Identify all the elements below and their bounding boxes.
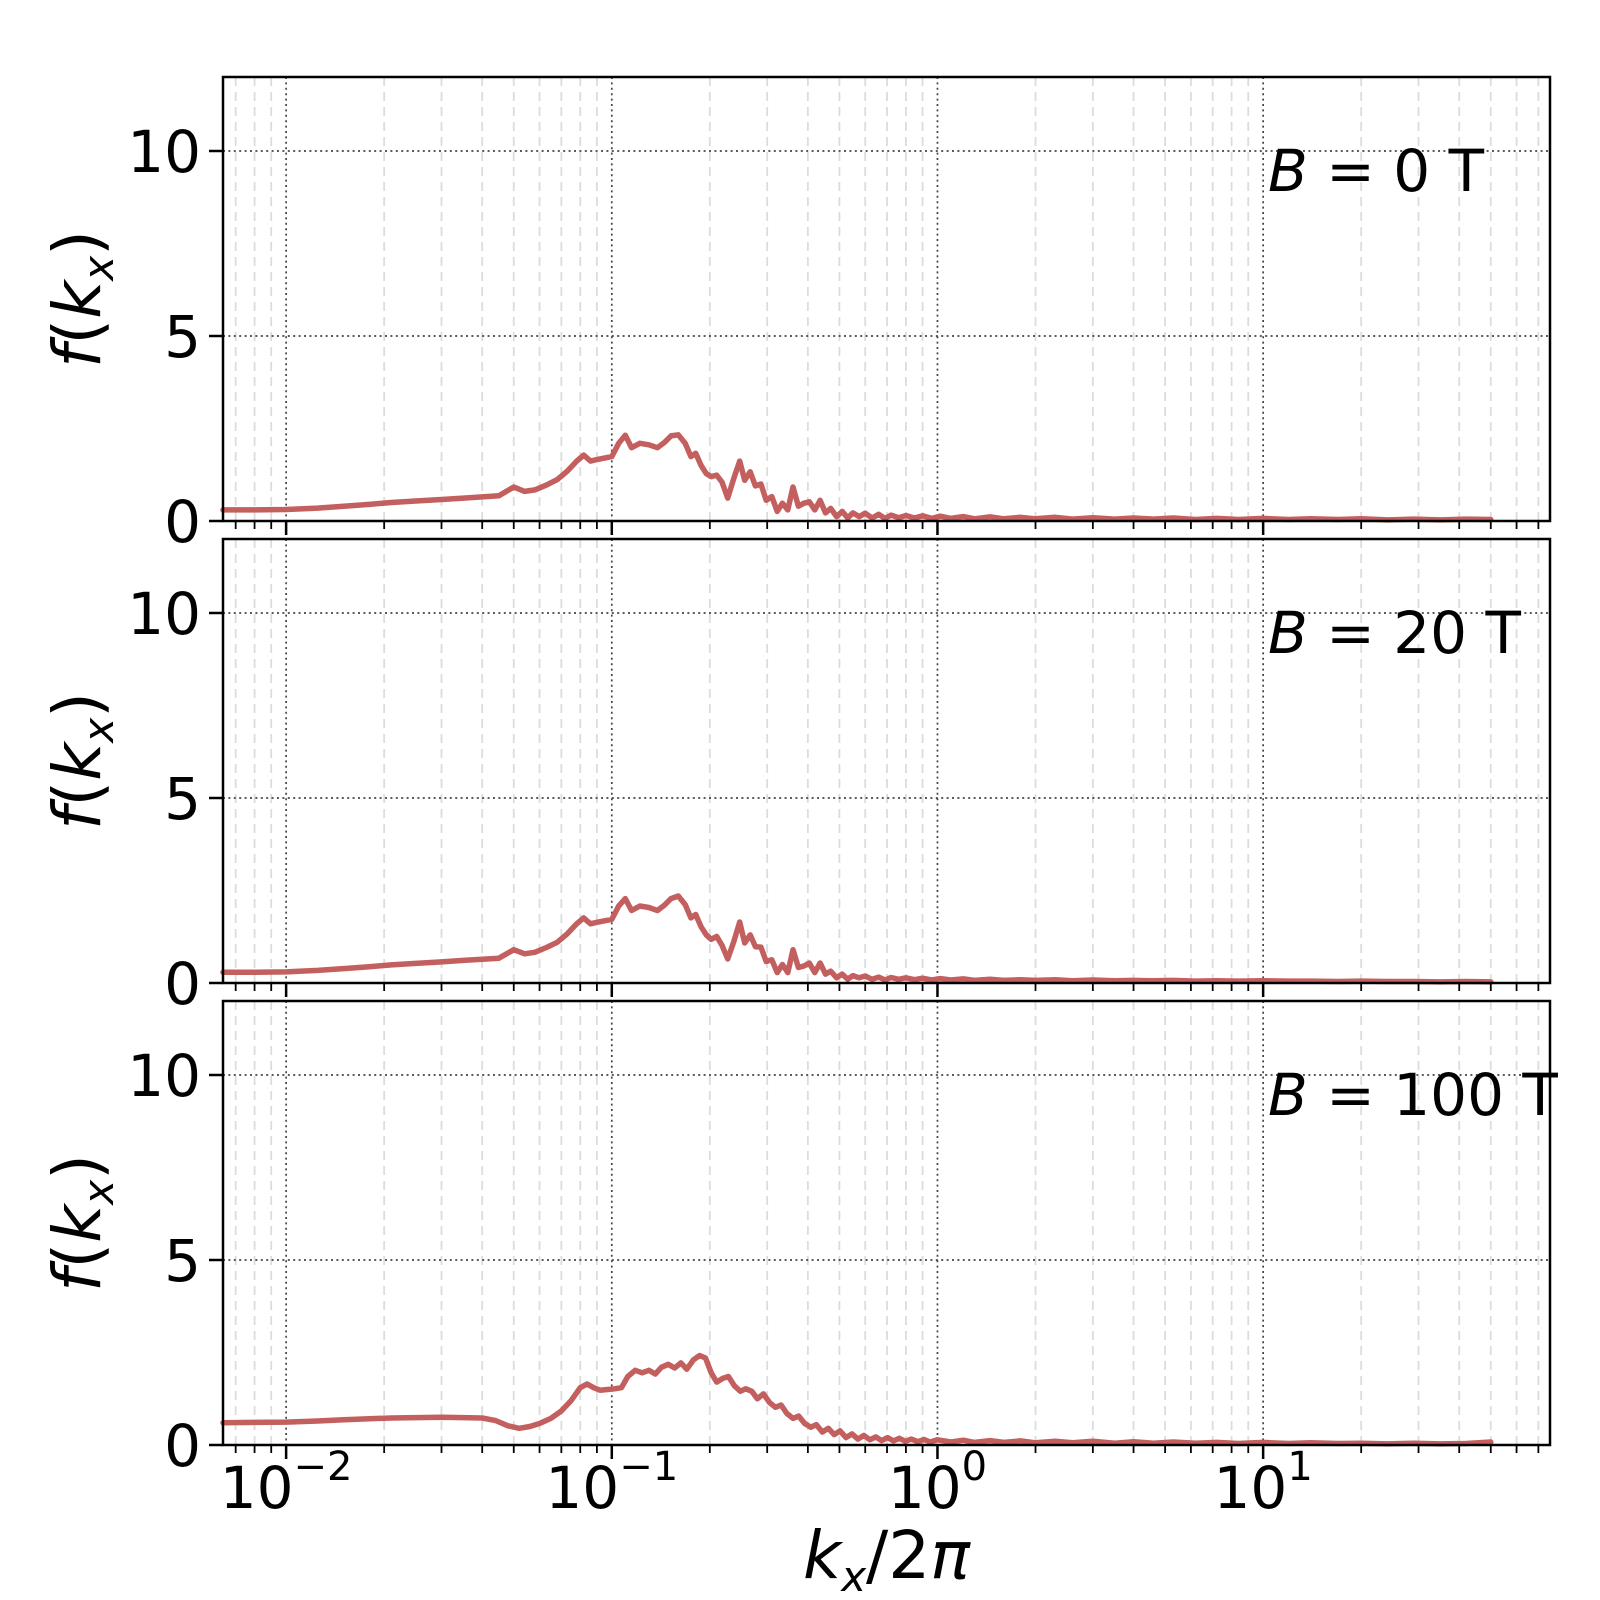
tick-marks [209, 1073, 1540, 1459]
x-tick-label: 10−2 [220, 1444, 353, 1522]
panel-b0t: 0 5 10f(kx) B = 0 T [39, 75, 1552, 556]
panel-annotation: B = 100 T [1268, 1061, 1558, 1129]
y-tick-label: 0 [164, 488, 201, 556]
y-axis-label: f(kx) [39, 692, 123, 830]
y-axis-label: f(kx) [39, 230, 123, 368]
panel-annotation: B = 0 T [1268, 137, 1485, 205]
y-tick-label: 5 [164, 1227, 201, 1295]
x-tick-label: 10−1 [545, 1444, 678, 1522]
spectrum-line [220, 893, 1494, 985]
spectrum-line [220, 432, 1494, 523]
y-axis-label: f(kx) [39, 1154, 123, 1292]
tick-marks [209, 149, 1540, 535]
x-tick-label: 100 [888, 1444, 987, 1522]
spectrum-line [220, 1352, 1494, 1447]
major-gridlines [223, 1001, 1550, 1445]
y-tick-label: 10 [127, 118, 201, 186]
tick-marks [209, 611, 1540, 997]
x-tick-labels: 10−2 10−1 100 101 [220, 1444, 1313, 1522]
y-tick-label: 0 [164, 950, 201, 1018]
y-tick-label: 0 [164, 1412, 201, 1480]
major-gridlines [223, 77, 1550, 521]
y-tick-label: 10 [127, 1042, 201, 1110]
y-tick-label: 10 [127, 580, 201, 648]
y-tick-label: 5 [164, 765, 201, 833]
panel-annotation: B = 20 T [1268, 599, 1522, 667]
panel-b20t: 0 5 10f(kx) B = 20 T [39, 537, 1552, 1018]
x-axis-label: kx/2π [803, 1517, 971, 1600]
x-tick-label: 101 [1214, 1444, 1313, 1522]
major-gridlines [223, 539, 1550, 983]
panel-b100t: 0 5 10f(kx) B = 100 T [39, 999, 1558, 1480]
y-tick-label: 5 [164, 303, 201, 371]
